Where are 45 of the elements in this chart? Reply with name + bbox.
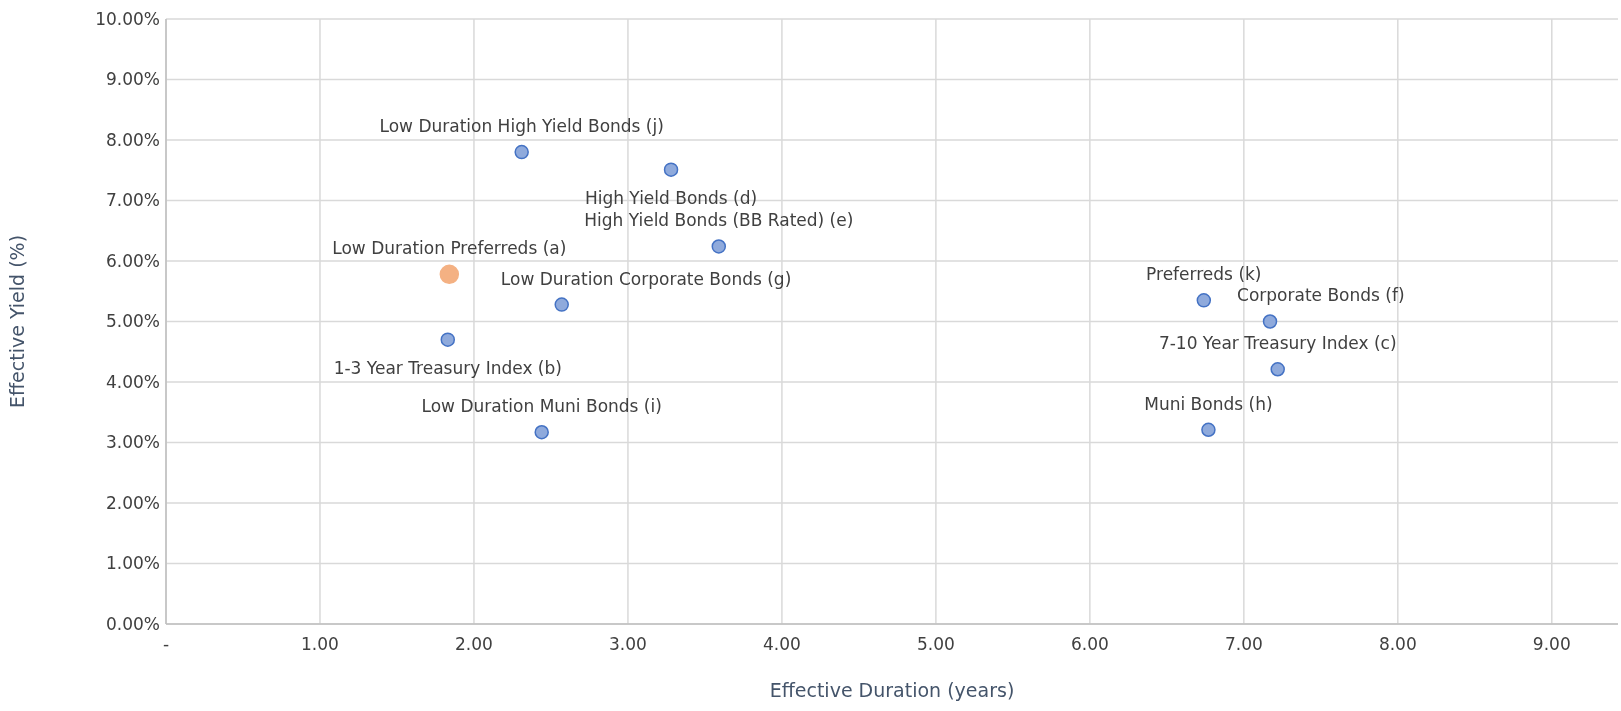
y-tick-label: 4.00% — [105, 371, 160, 392]
point — [1201, 422, 1216, 438]
x-tick-label: 4.00 — [762, 634, 801, 654]
point — [439, 264, 460, 285]
y-tick-label: 9.00% — [105, 69, 160, 90]
annotation: Corporate Bonds (f) — [1237, 285, 1405, 306]
y-axis-title: Effective Yield (%) — [6, 234, 28, 409]
x-tick-label: 8.00 — [1378, 634, 1417, 654]
y-tick-label: 2.00% — [105, 492, 160, 513]
point — [711, 239, 727, 254]
annotation: High Yield Bonds (BB Rated) (e) — [584, 210, 854, 231]
x-tick-label: 9.00 — [1532, 634, 1571, 654]
point — [1196, 293, 1212, 308]
annotation: Low Duration High Yield Bonds (j) — [379, 116, 664, 137]
x-tick-label: 5.00 — [916, 634, 955, 654]
y-tick-label: 1.00% — [105, 553, 160, 574]
point — [514, 144, 529, 160]
point — [534, 424, 549, 440]
annotation: Low Duration Corporate Bonds (g) — [500, 268, 792, 289]
x-tick-label: 3.00 — [609, 634, 647, 654]
y-tick-label: 0.00% — [105, 613, 160, 634]
y-tick-label: 10.00% — [95, 8, 160, 29]
annotation: Muni Bonds (h) — [1144, 393, 1273, 414]
y-tick-label: 5.00% — [105, 311, 160, 332]
annotation: High Yield Bonds (d) — [584, 187, 758, 208]
annotation: 1-3 Year Treasury Index (b) — [333, 357, 562, 378]
point — [440, 332, 456, 347]
x-axis-title: Effective Duration (years) — [769, 679, 1015, 701]
point — [554, 297, 569, 312]
annotation: 7-10 Year Treasury Index (c) — [1158, 333, 1397, 354]
point — [663, 162, 679, 177]
x-tick-label: 7.00 — [1224, 634, 1263, 654]
annotation: Preferreds (k) — [1146, 264, 1262, 285]
y-tick-label: 8.00% — [105, 129, 160, 150]
point — [1262, 314, 1278, 329]
y-tick-label: 3.00% — [105, 432, 160, 453]
x-tick-label: 6.00 — [1070, 634, 1109, 654]
x-tick-label: 2.00 — [455, 634, 493, 654]
point — [1270, 362, 1285, 377]
annotation: Low Duration Preferreds (a) — [332, 238, 567, 259]
y-tick-label: 6.00% — [105, 250, 160, 271]
annotation: Low Duration Muni Bonds (i) — [421, 396, 662, 417]
x-tick-label: - — [162, 634, 170, 654]
y-tick-label: 7.00% — [105, 190, 160, 211]
x-tick-label: 1.00 — [301, 634, 339, 654]
